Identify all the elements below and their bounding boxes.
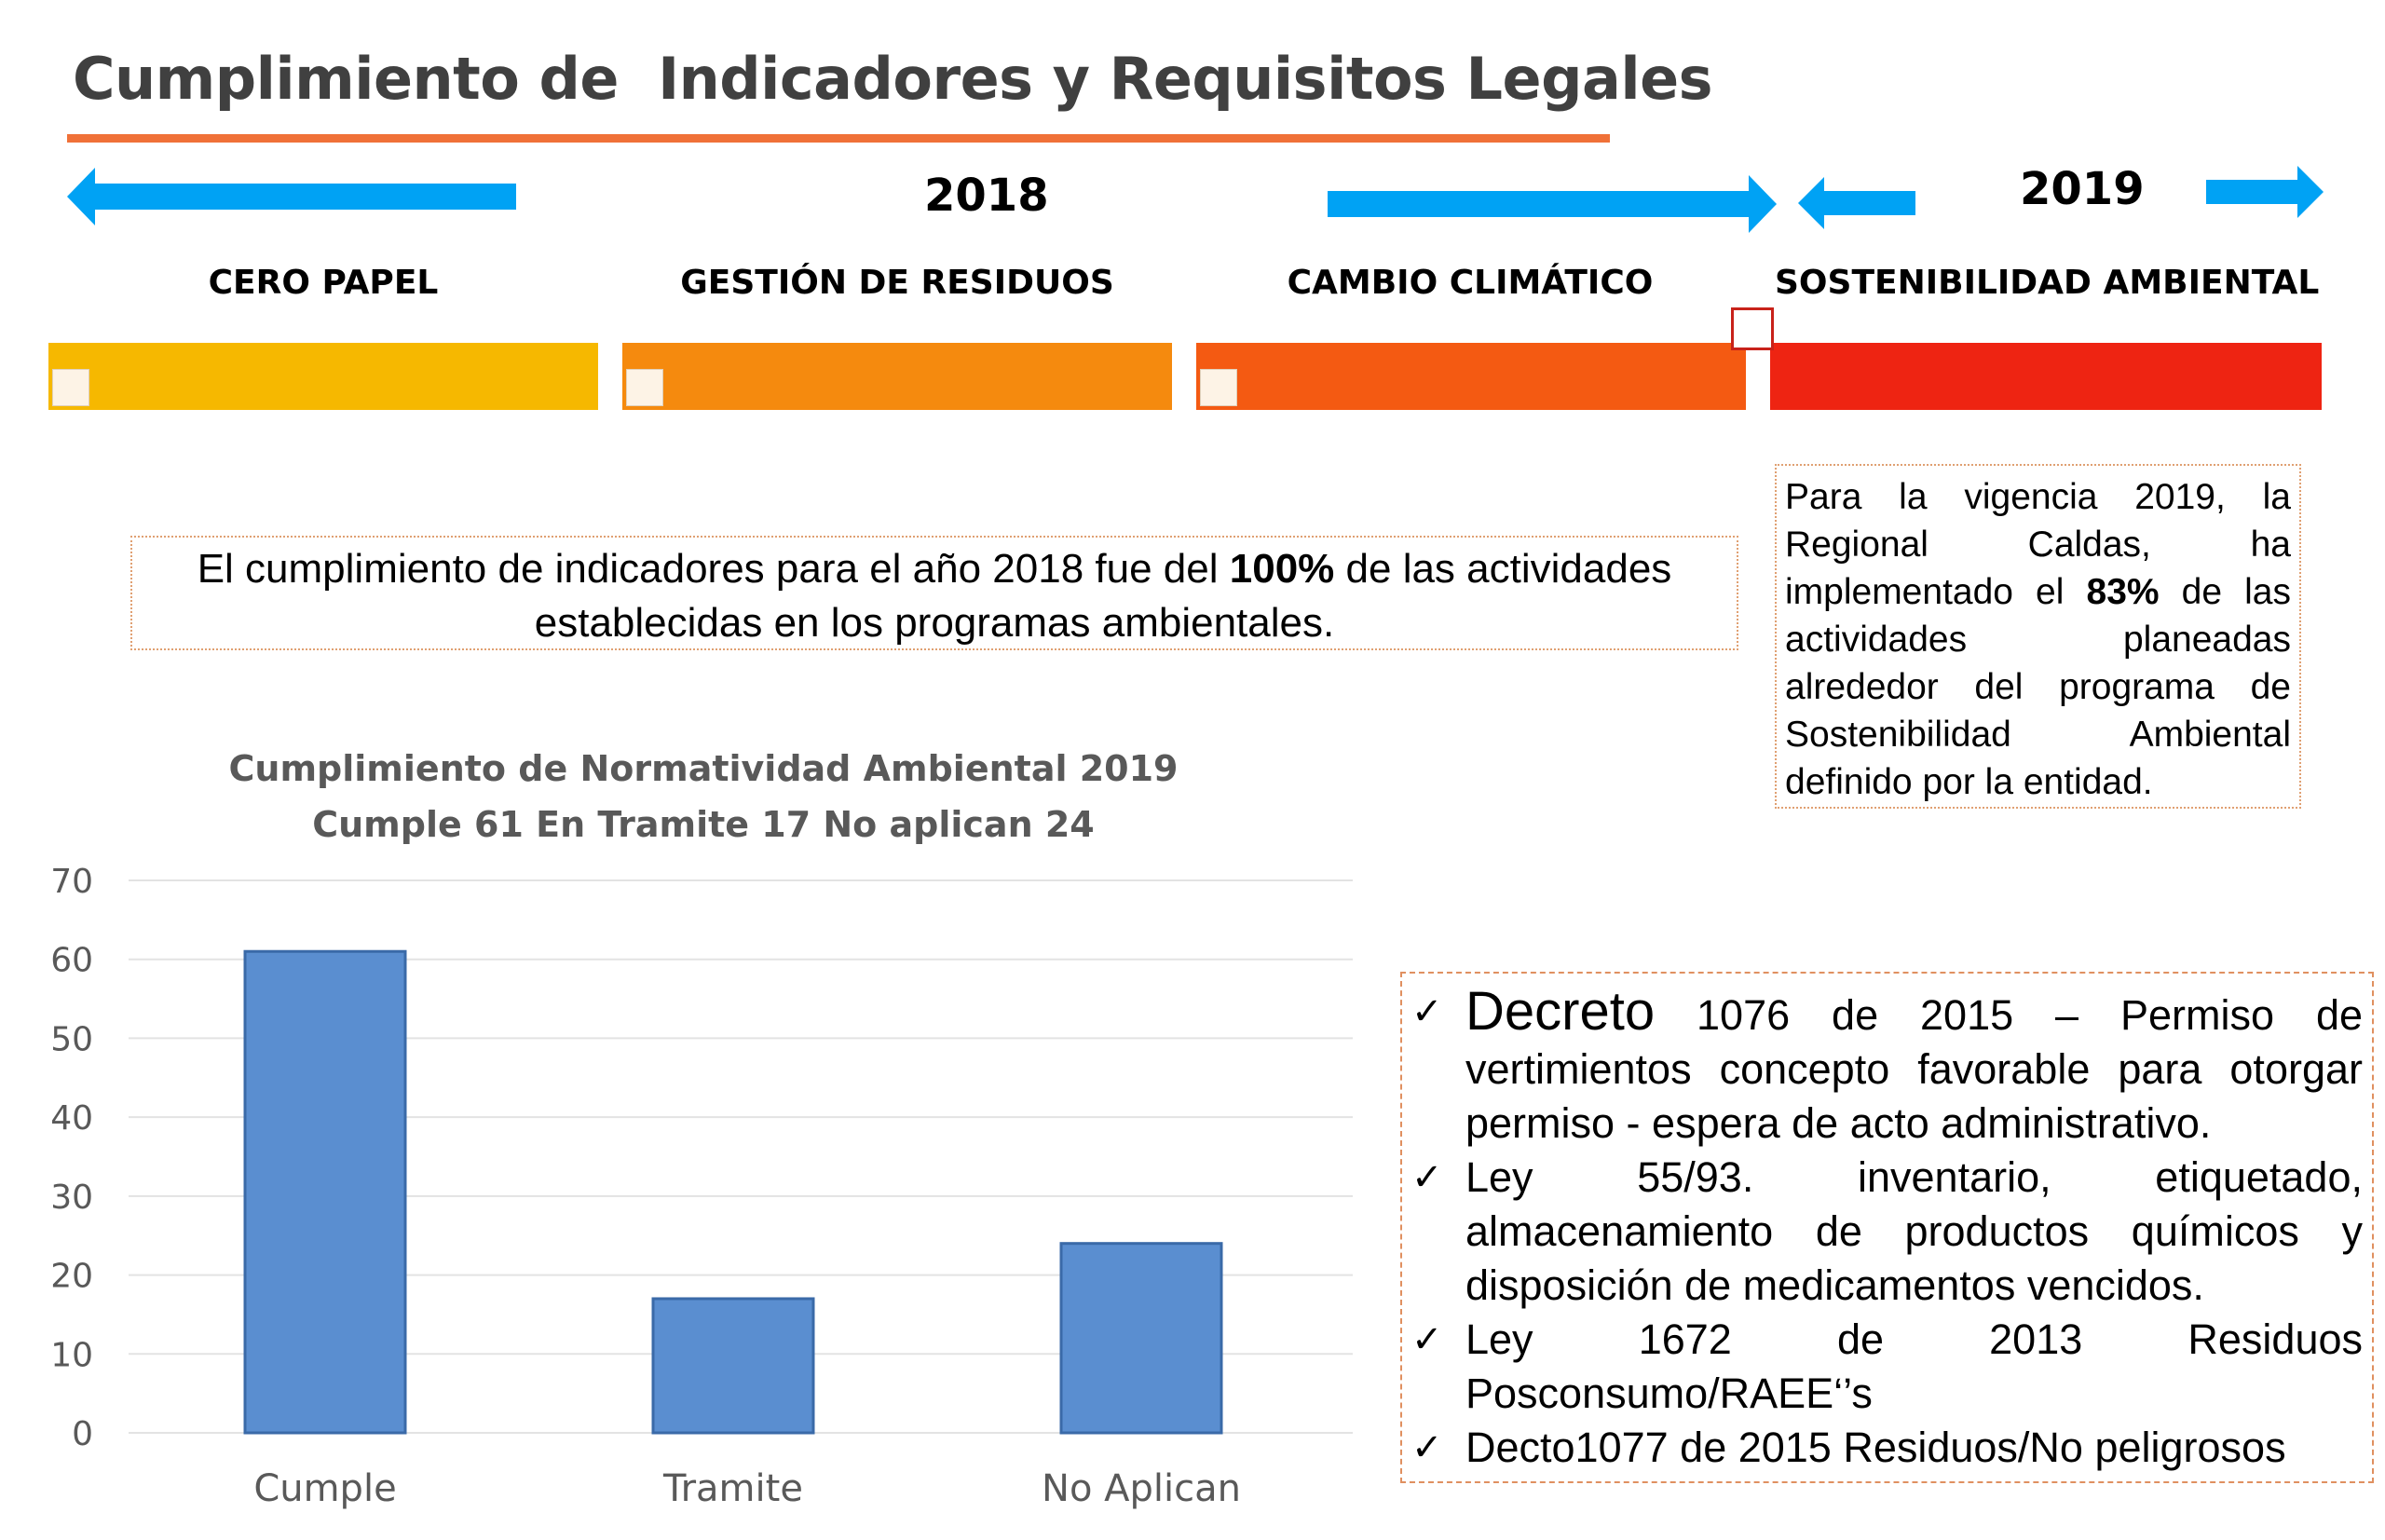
marker-square [626,369,663,406]
legal-item-keyword: Decreto [1465,981,1656,1042]
y-tick-label: 60 [50,942,93,980]
legal-item: ✓ Ley 1672 de 2013 Residuos Posconsumo/R… [1411,1313,2363,1421]
bar [243,949,407,1435]
checkmark-icon: ✓ [1411,990,1443,1033]
checkmark-icon: ✓ [1411,1156,1443,1199]
program-label-sostenibilidad: SOSTENIBILIDAD AMBIENTAL [1775,264,2320,302]
page-title: Cumplimiento de Indicadores y Requisitos… [73,45,1713,113]
y-tick-label: 40 [50,1099,93,1138]
marker-square [52,369,89,406]
summary-2018-post: de las actividades establecidas en los p… [534,546,1672,646]
x-tick-label: No Aplican [1042,1467,1241,1510]
summary-2018-pre: El cumplimiento de indicadores para el a… [197,546,1230,592]
legal-item: ✓ Decto1077 de 2015 Residuos/No peligros… [1411,1421,2363,1475]
summary-2019-post: de las actividades planeadas alrededor d… [1785,572,2291,802]
program-bar-gestion-residuos [622,343,1172,410]
year-2019-label: 2019 [2020,163,2145,215]
arrow-right-2018-icon [1328,175,1777,233]
summary-2018-percent: 100% [1229,546,1335,592]
summary-2019-box: Para la vigencia 2019, la Regional Calda… [1775,464,2301,809]
bar [651,1297,815,1435]
y-tick-label: 20 [50,1258,93,1296]
legal-item-text: 1076 de 2015 – Permiso de vertimientos c… [1465,991,2363,1147]
summary-2019-percent: 83% [2086,572,2160,612]
arrow-right-2019-icon [2206,166,2324,218]
legal-item-text: Ley 55/93. inventario, etiquetado, almac… [1465,1153,2363,1309]
compliance-bar-chart: 0 10 20 30 40 50 60 70 Cumple Tramite No Aplican [50,863,1353,1510]
x-tick-label: Cumple [253,1467,396,1510]
chart-title: Cumplimiento de Normatividad Ambiental 2… [228,748,1179,789]
marker-square [1200,369,1237,406]
y-tick-label: 0 [72,1415,93,1453]
title-underline [67,134,1610,143]
legal-item: ✓ Decreto 1076 de 2015 – Permiso de vert… [1411,985,2363,1151]
program-label-cero-papel: CERO PAPEL [208,264,439,302]
program-bar-cero-papel [48,343,598,410]
x-tick-label: Tramite [662,1467,803,1510]
y-tick-label: 30 [50,1179,93,1217]
legal-item: ✓ Ley 55/93. inventario, etiquetado, alm… [1411,1151,2363,1313]
arrow-left-2018-icon [67,168,516,225]
checkmark-icon: ✓ [1411,1426,1443,1469]
y-tick-label: 70 [50,863,93,901]
program-label-cambio-climatico: CAMBIO CLIMÁTICO [1287,264,1654,302]
legal-item-text: Decto1077 de 2015 Residuos/No peligrosos [1465,1424,2286,1471]
checkmark-icon: ✓ [1411,1318,1443,1361]
summary-2018-box: El cumplimiento de indicadores para el a… [130,536,1738,650]
legal-requirements-box: ✓ Decreto 1076 de 2015 – Permiso de vert… [1400,972,2374,1483]
program-bar-cambio-climatico [1196,343,1746,410]
chart-subtitle: Cumple 61 En Tramite 17 No aplican 24 [312,804,1095,845]
y-tick-label: 50 [50,1020,93,1058]
y-tick-label: 10 [50,1336,93,1374]
year-2018-label: 2018 [924,170,1049,222]
bar [1059,1242,1223,1435]
legal-item-text: Ley 1672 de 2013 Residuos Posconsumo/RAE… [1465,1315,2363,1417]
program-label-gestion-residuos: GESTIÓN DE RESIDUOS [680,264,1114,302]
summary-2019-pre: Para la vigencia 2019, la Regional Calda… [1785,477,2291,612]
program-bar-sostenibilidad [1770,343,2322,410]
chart-title-block: Cumplimiento de Normatividad Ambiental 2… [168,741,1239,852]
transition-marker-square [1731,307,1774,350]
arrow-left-2019-icon [1798,177,1915,229]
